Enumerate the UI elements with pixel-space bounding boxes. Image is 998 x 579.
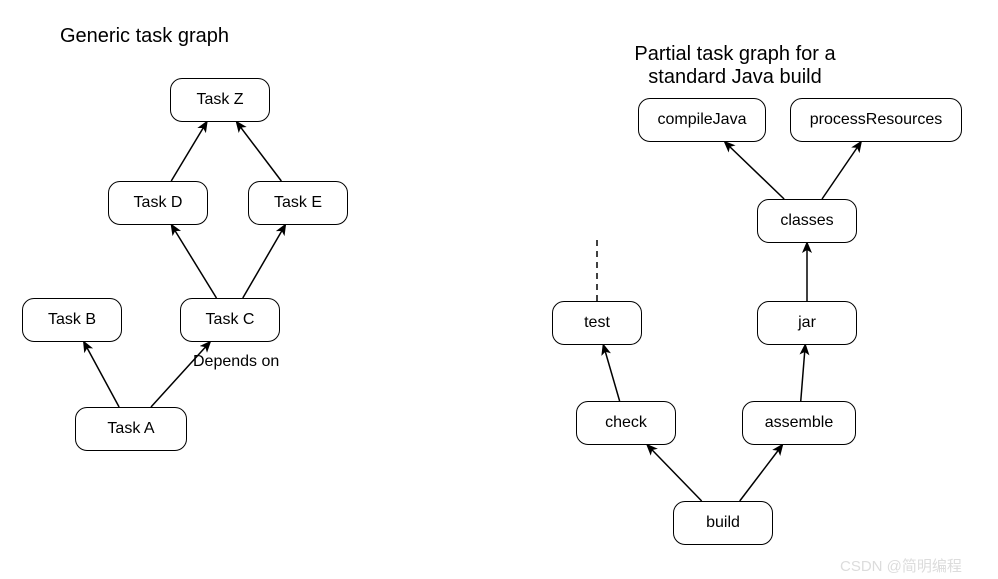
node-task-z: Task Z — [170, 78, 270, 122]
node-classes: classes — [757, 199, 857, 243]
title-right: Partial task graph for a standard Java b… — [595, 20, 875, 89]
edge-label-text: Depends on — [193, 353, 279, 370]
node-label: Task A — [107, 420, 154, 438]
node-label: Task Z — [196, 91, 243, 109]
node-label: Task D — [134, 194, 183, 212]
node-check: check — [576, 401, 676, 445]
node-compile-java: compileJava — [638, 98, 766, 142]
node-label: Task B — [48, 311, 96, 329]
node-task-b: Task B — [22, 298, 122, 342]
node-label: test — [584, 314, 610, 332]
node-label: compileJava — [658, 111, 747, 129]
title-left-text: Generic task graph — [60, 25, 229, 47]
node-task-a: Task A — [75, 407, 187, 451]
node-build: build — [673, 501, 773, 545]
node-task-c: Task C — [180, 298, 280, 342]
node-process-resources: processResources — [790, 98, 962, 142]
node-task-d: Task D — [108, 181, 208, 225]
node-label: Task E — [274, 194, 322, 212]
node-jar: jar — [757, 301, 857, 345]
node-test: test — [552, 301, 642, 345]
node-label: Task C — [206, 311, 255, 329]
node-assemble: assemble — [742, 401, 856, 445]
watermark-text: CSDN @简明编程 — [840, 558, 962, 575]
node-label: check — [605, 414, 647, 432]
title-right-text: Partial task graph for a standard Java b… — [634, 43, 835, 88]
title-left: Generic task graph — [60, 25, 229, 48]
watermark: CSDN @简明编程 — [840, 555, 962, 576]
node-label: jar — [798, 314, 816, 332]
edge-label-depends-on: Depends on — [193, 353, 279, 371]
node-label: classes — [780, 212, 833, 230]
node-label: assemble — [765, 414, 833, 432]
node-label: build — [706, 514, 740, 532]
node-task-e: Task E — [248, 181, 348, 225]
node-label: processResources — [810, 111, 943, 129]
